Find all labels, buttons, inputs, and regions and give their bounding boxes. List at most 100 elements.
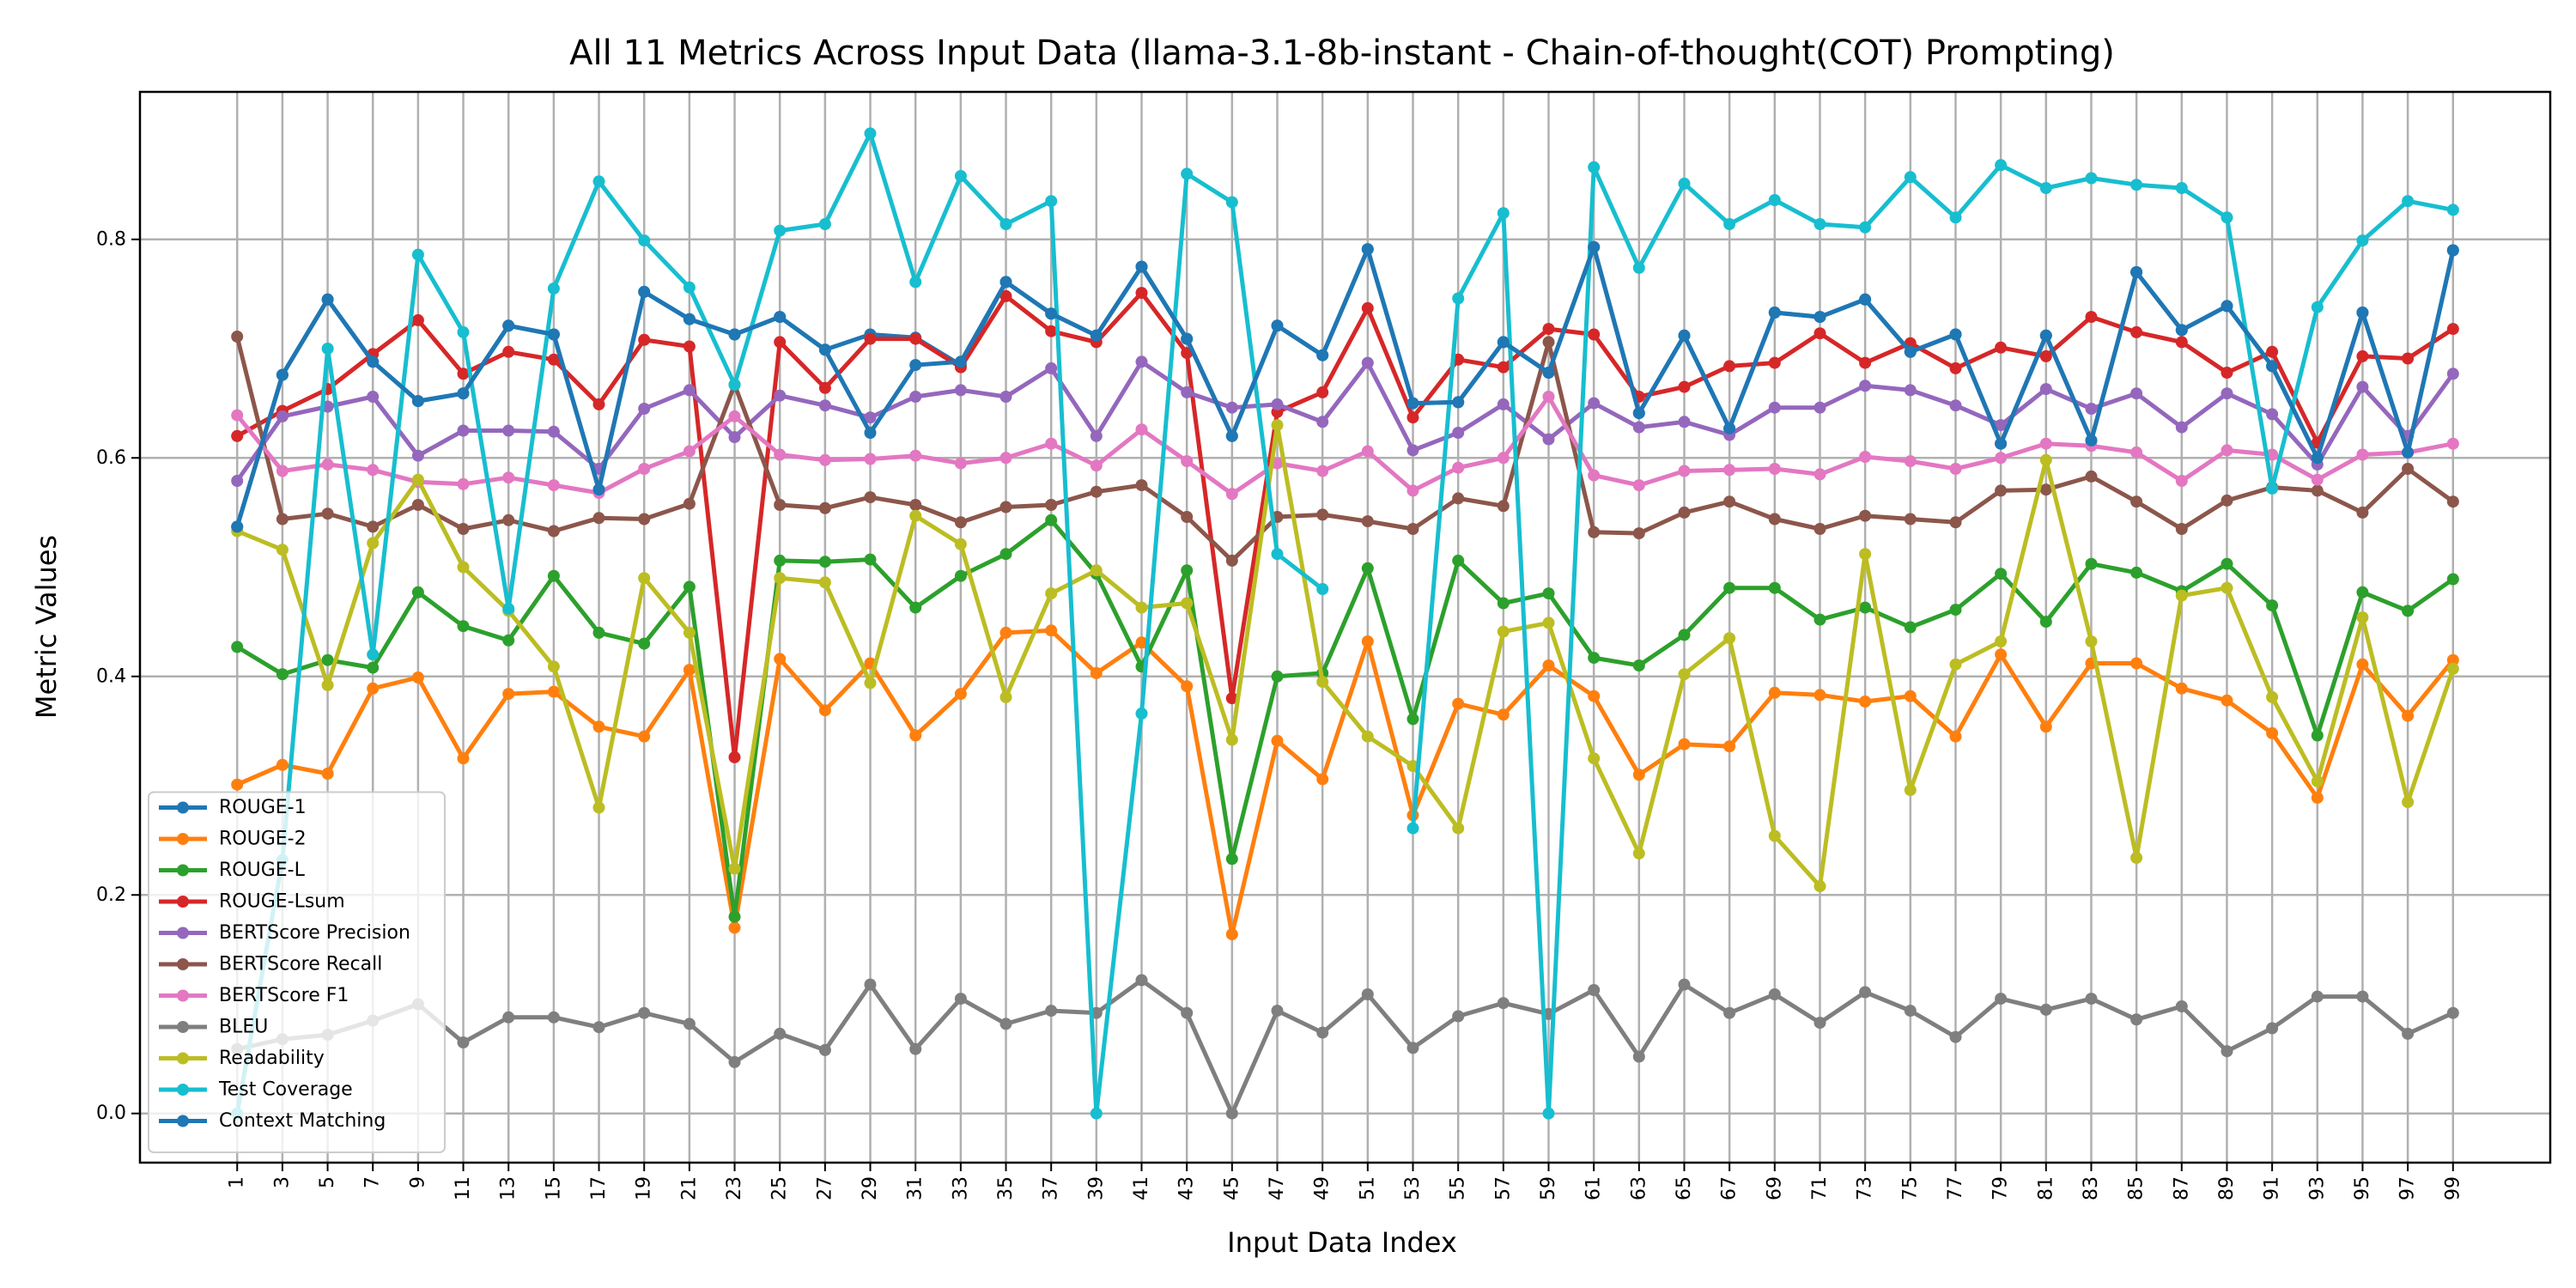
data-point bbox=[1225, 554, 1238, 567]
data-point bbox=[638, 234, 651, 247]
data-point bbox=[2175, 682, 2188, 695]
data-point bbox=[2356, 448, 2369, 461]
data-point bbox=[2402, 352, 2415, 365]
data-point bbox=[457, 752, 470, 765]
legend-label: Readability bbox=[219, 1048, 325, 1069]
data-point bbox=[728, 328, 741, 341]
data-point bbox=[367, 682, 380, 695]
x-tick-label: 71 bbox=[1809, 1176, 1831, 1200]
data-point bbox=[1045, 361, 1058, 374]
data-point bbox=[502, 688, 515, 701]
data-point bbox=[2039, 182, 2052, 194]
data-point bbox=[1045, 437, 1058, 450]
data-point bbox=[1316, 416, 1329, 428]
data-point bbox=[638, 637, 651, 650]
data-point bbox=[1452, 396, 1465, 409]
x-tick-label: 25 bbox=[769, 1176, 791, 1200]
data-point bbox=[1632, 1050, 1645, 1063]
data-point bbox=[1723, 1006, 1736, 1019]
data-point bbox=[909, 449, 922, 462]
x-tick-label: 39 bbox=[1085, 1176, 1107, 1200]
data-point bbox=[1406, 484, 1419, 497]
data-point bbox=[1497, 597, 1510, 610]
data-point bbox=[954, 516, 967, 529]
data-point bbox=[683, 281, 696, 294]
data-point bbox=[411, 499, 424, 511]
data-point bbox=[728, 431, 741, 444]
data-point bbox=[638, 463, 651, 475]
data-point bbox=[1406, 713, 1419, 726]
data-point bbox=[502, 602, 515, 615]
data-point bbox=[909, 729, 922, 742]
data-point bbox=[1135, 423, 1148, 436]
data-point bbox=[999, 218, 1012, 230]
data-point bbox=[1678, 506, 1691, 519]
data-point bbox=[774, 224, 787, 237]
data-point bbox=[818, 556, 831, 568]
data-point bbox=[909, 601, 922, 614]
data-point bbox=[1135, 260, 1148, 273]
data-point bbox=[457, 325, 470, 338]
data-point bbox=[2266, 1022, 2279, 1035]
data-point bbox=[1045, 1005, 1058, 1018]
data-point bbox=[1588, 328, 1601, 341]
data-point bbox=[2130, 266, 2143, 278]
data-point bbox=[1949, 361, 1962, 374]
data-point bbox=[864, 491, 877, 504]
data-point bbox=[2402, 605, 2415, 617]
x-tick-label: 29 bbox=[860, 1176, 881, 1200]
data-point bbox=[818, 218, 831, 230]
data-point bbox=[2266, 408, 2279, 421]
data-point bbox=[1949, 658, 1962, 671]
data-point bbox=[2266, 345, 2279, 358]
data-point bbox=[1768, 356, 1781, 369]
x-tick-label: 43 bbox=[1176, 1176, 1198, 1200]
data-point bbox=[1904, 513, 1917, 526]
data-point bbox=[2085, 311, 2098, 324]
series-line bbox=[234, 394, 2456, 496]
data-point bbox=[1271, 670, 1284, 683]
data-point bbox=[321, 653, 334, 666]
x-tick-label: 91 bbox=[2262, 1176, 2283, 1200]
data-point bbox=[411, 671, 424, 683]
data-point bbox=[1904, 384, 1917, 397]
data-point bbox=[1542, 587, 1555, 600]
data-point bbox=[1723, 218, 1736, 230]
data-point bbox=[818, 1043, 831, 1056]
data-point bbox=[1135, 355, 1148, 368]
data-point bbox=[2446, 573, 2459, 586]
data-point bbox=[638, 1006, 651, 1019]
x-tick-label: 75 bbox=[1899, 1176, 1921, 1200]
data-point bbox=[1995, 159, 2008, 172]
data-point bbox=[547, 353, 560, 366]
data-point bbox=[231, 778, 244, 791]
data-point bbox=[1904, 345, 1917, 358]
data-point bbox=[1949, 516, 1962, 529]
data-point bbox=[2446, 495, 2459, 508]
data-point bbox=[547, 328, 560, 341]
data-point bbox=[2130, 446, 2143, 459]
data-point bbox=[1316, 508, 1329, 521]
data-point bbox=[1768, 463, 1781, 475]
data-point bbox=[592, 483, 605, 496]
data-point bbox=[1678, 738, 1691, 750]
data-point bbox=[909, 509, 922, 522]
series-line bbox=[234, 290, 2456, 760]
data-point bbox=[2266, 360, 2279, 373]
data-point bbox=[1361, 988, 1374, 1000]
data-point bbox=[1904, 455, 1917, 468]
data-point bbox=[1361, 515, 1374, 528]
data-point bbox=[1723, 740, 1736, 753]
data-point bbox=[1949, 399, 1962, 412]
data-point bbox=[1406, 822, 1419, 835]
legend-swatch-marker bbox=[177, 1084, 189, 1096]
data-point bbox=[1361, 730, 1374, 743]
legend: ROUGE-1 ROUGE-2 ROUGE-L ROUGE-Lsum BERTScore… bbox=[148, 791, 446, 1153]
data-point bbox=[1090, 1107, 1103, 1120]
data-point bbox=[1361, 562, 1374, 574]
data-point bbox=[774, 336, 787, 349]
data-point bbox=[411, 395, 424, 408]
y-tick-label: 0.8 bbox=[96, 228, 126, 250]
series-2 bbox=[231, 624, 2459, 941]
x-tick-label: 11 bbox=[453, 1176, 474, 1200]
